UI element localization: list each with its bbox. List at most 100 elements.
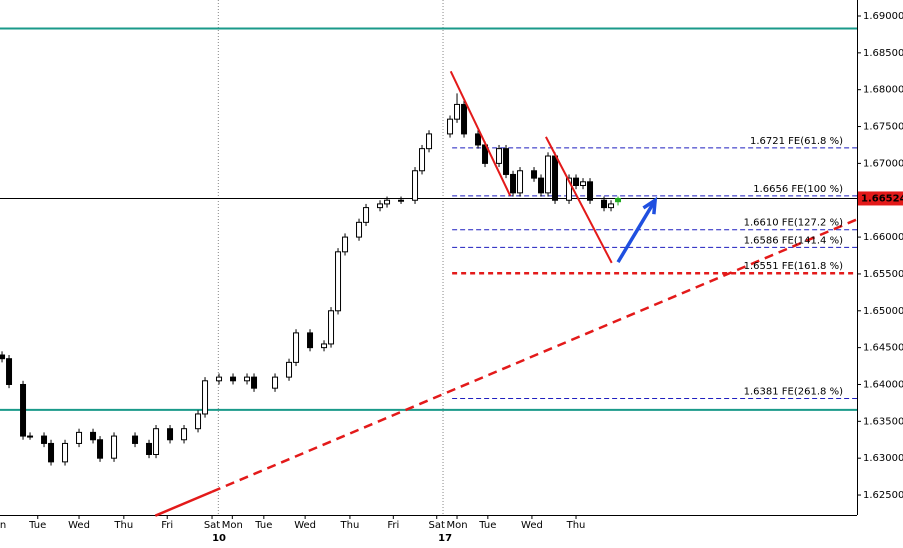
x-tick-label: Thu (340, 520, 360, 531)
candle-body (615, 197, 622, 203)
trendline-dashed (211, 218, 858, 493)
y-tick-label: 1.65000 (863, 306, 903, 317)
arrow-head (642, 196, 658, 215)
candle-body (20, 383, 27, 437)
candle-body (587, 181, 594, 201)
candle-body (573, 177, 580, 186)
candle-body (363, 207, 370, 223)
fibo-label: 1.6656 FE(100 %) (753, 184, 843, 195)
x-tick-label: Thu (113, 520, 133, 531)
y-tick-label: 1.68500 (863, 48, 903, 59)
candle-body (97, 439, 104, 459)
y-tick-label: 1.63000 (863, 453, 903, 464)
y-tick-label: 1.64500 (863, 343, 903, 354)
candle-body (90, 431, 97, 441)
x-tick-label: Wed (68, 520, 90, 531)
candle-body (412, 170, 419, 201)
candle-body (475, 133, 482, 146)
last-price-box (858, 191, 903, 206)
candle-body (384, 199, 391, 205)
candle-body (167, 428, 174, 441)
candle-body (230, 376, 237, 382)
candle-body (356, 221, 363, 238)
candle-body (566, 177, 573, 201)
candle-body (181, 428, 188, 441)
candle-body (335, 251, 342, 312)
x-tick-label: Fri (387, 520, 399, 531)
y-tick-label: 1.69000 (863, 11, 903, 22)
candle-body (195, 413, 202, 430)
candle-body (62, 442, 69, 463)
candle-body (510, 173, 517, 194)
x-tick-label: Tue (254, 520, 272, 531)
candle-body (454, 103, 461, 120)
wave-line (545, 136, 613, 264)
last-price-label: 1.66524 (861, 193, 903, 204)
x-tick-label: Sat (204, 520, 220, 531)
candle-body (517, 170, 524, 194)
x-tick-label: Sat (429, 520, 445, 531)
x-tick-label: Tue (28, 520, 46, 531)
candle-body (146, 442, 153, 455)
x-tick-label: Thu (566, 520, 586, 531)
candle-body (48, 442, 55, 463)
x-tick-label: Wed (521, 520, 543, 531)
y-tick-label: 1.67000 (863, 158, 903, 169)
fibo-label: 1.6381 FE(261.8 %) (744, 386, 843, 397)
x-tick-label: Fri (161, 520, 173, 531)
candle-body (531, 170, 538, 179)
candle-body (503, 148, 510, 175)
candle-body (426, 133, 433, 150)
candle-body (377, 203, 384, 209)
x-tick-label: Wed (294, 520, 316, 531)
wave-line (449, 70, 512, 197)
fibo-label: 1.6610 FE(127.2 %) (744, 218, 843, 229)
candle-body (601, 199, 608, 209)
candle-body (6, 358, 13, 385)
y-tick-label: 1.66000 (863, 232, 903, 243)
candle-body (272, 376, 279, 389)
y-tick-label: 1.64000 (863, 379, 903, 390)
x-tick-label: Mon (446, 520, 467, 531)
x-tick-label: Mon (222, 520, 243, 531)
candle-body (545, 155, 552, 194)
candle-body (398, 199, 405, 202)
y-tick-label: 1.68000 (863, 85, 903, 96)
candle-body (608, 203, 615, 209)
candle-body (251, 376, 258, 389)
candle-body (202, 380, 209, 415)
candle-body (27, 435, 34, 438)
candle-body (286, 361, 293, 378)
y-tick-label: 1.67500 (863, 122, 903, 133)
candle-body (328, 310, 335, 345)
candle-body (307, 332, 314, 349)
candle-body (76, 431, 83, 444)
candle-body (538, 177, 545, 194)
candle-body (342, 236, 349, 253)
forecast-arrow (616, 199, 657, 264)
candle-body (461, 103, 468, 135)
candle-body (496, 148, 503, 164)
x-tick-label: Tue (478, 520, 496, 531)
candle-body (0, 354, 6, 360)
candle-body (293, 332, 300, 363)
candle-body (41, 435, 48, 444)
candle-body (132, 435, 139, 444)
x-tick-label: Mon (0, 520, 6, 531)
fibo-label: 1.6586 FE(141.4 %) (744, 235, 843, 246)
date-label: 17 (438, 533, 452, 544)
candle-body (216, 376, 223, 382)
candle-body (321, 343, 328, 349)
y-tick-label: 1.62500 (863, 490, 903, 501)
fibo-label: 1.6721 FE(61.8 %) (750, 136, 843, 147)
candle-body (419, 148, 426, 172)
candle-body (580, 181, 587, 186)
fibo-label: 1.6551 FE(161.8 %) (744, 261, 843, 272)
candle-body (244, 376, 251, 382)
candle-body (111, 435, 118, 459)
candle-body (447, 118, 454, 135)
y-tick-label: 1.63500 (863, 416, 903, 427)
y-tick-label: 1.65500 (863, 269, 903, 280)
date-label: 10 (212, 533, 226, 544)
